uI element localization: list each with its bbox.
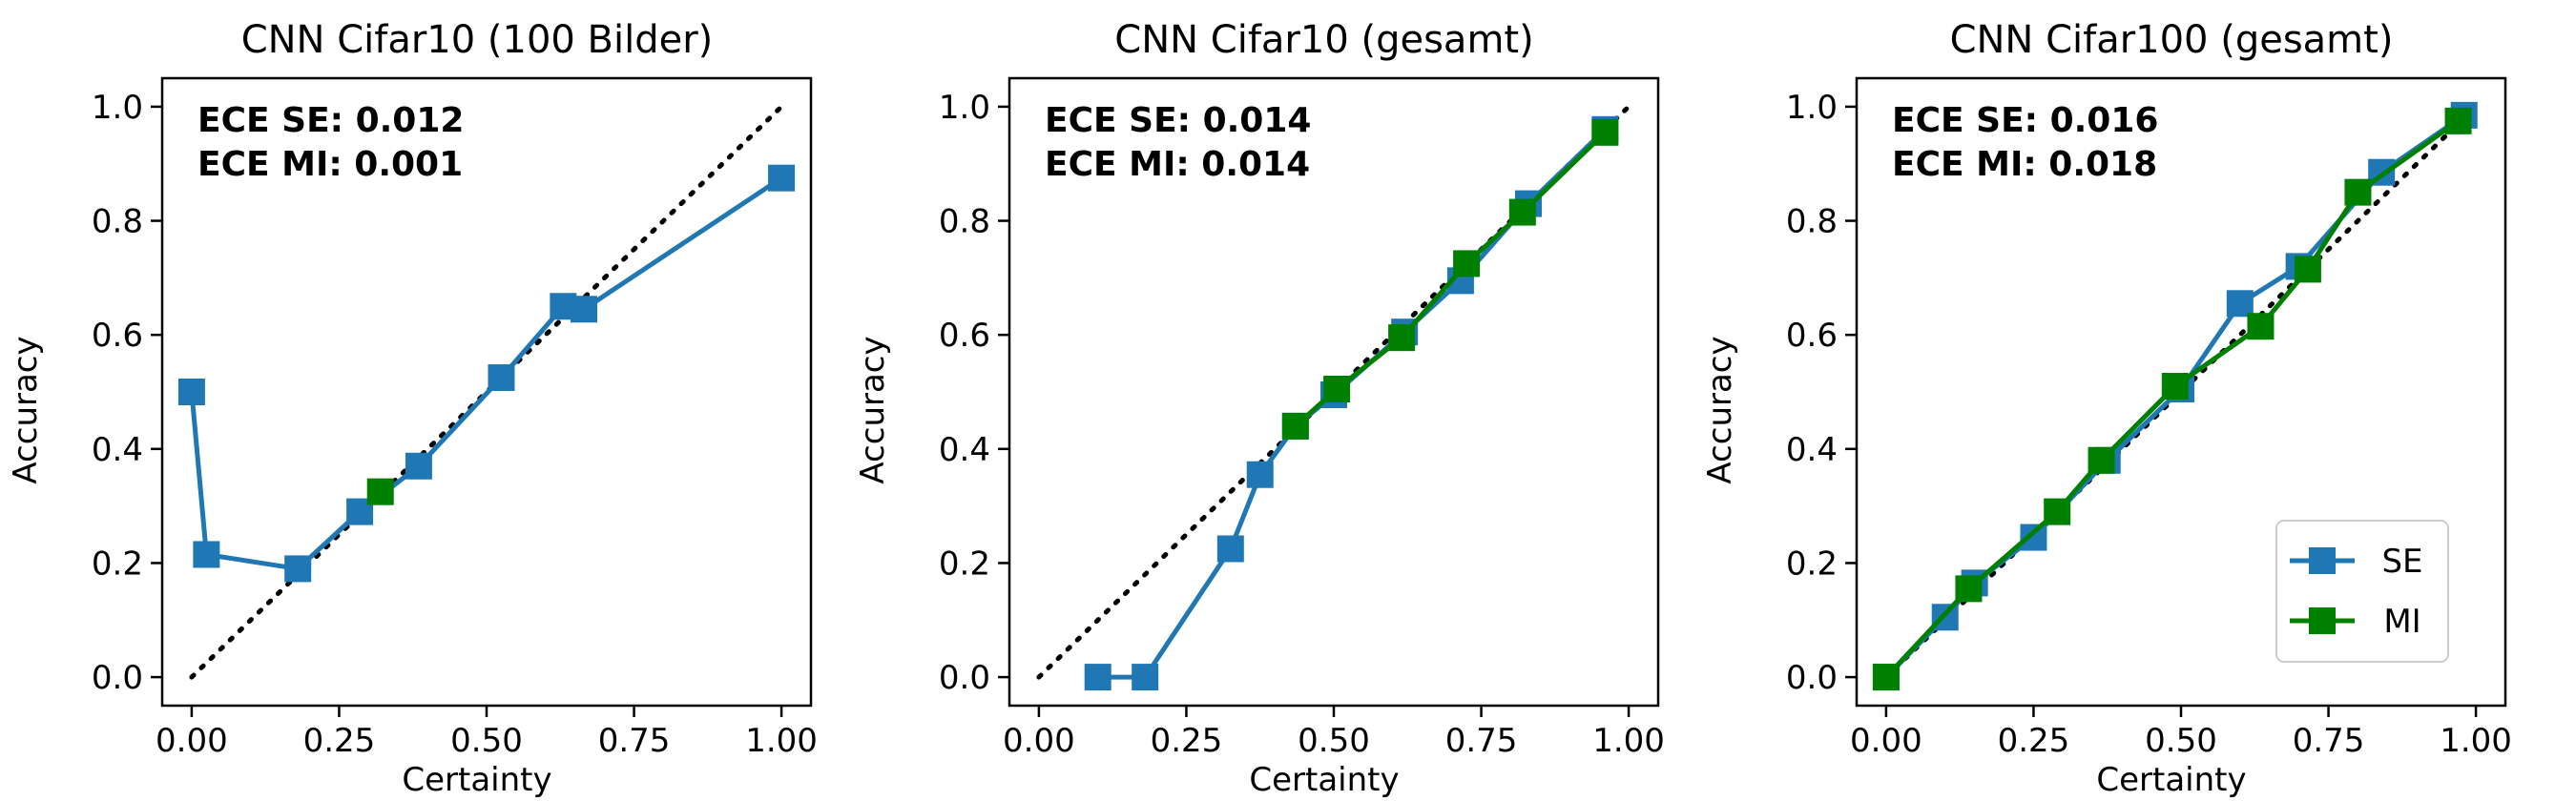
series-mi-point: [2294, 256, 2321, 283]
legend-se-marker: [2309, 547, 2336, 574]
series-mi-point: [1388, 324, 1416, 352]
series-mi-point: [1453, 250, 1481, 277]
y-tick-label: 0.0: [92, 659, 143, 697]
series-mi-point: [1508, 198, 1536, 226]
plot-area: 0.00 0.25 0.50 0.75 1.00 0.0 0.2 0.4 0.6 0.8 1.0: [939, 76, 1665, 760]
x-tick-label: 0.75: [598, 722, 671, 760]
ece-mi-annotation: ECE MI: 0.018: [1892, 145, 2157, 184]
y-tick-label: 0.6: [1786, 317, 1838, 355]
series-mi-point: [2161, 373, 2189, 400]
y-tick-label: 0.0: [939, 659, 990, 697]
series-mi-point: [2247, 313, 2275, 340]
x-axis-label: Certainty: [402, 761, 551, 799]
y-tick-label: 0.2: [92, 544, 143, 583]
x-tick-label: 0.00: [156, 722, 228, 760]
legend-mi-marker: [2309, 607, 2336, 634]
chart-title: CNN Cifar100 (gesamt): [1950, 18, 2394, 62]
chart-panel-3: CNN Cifar100 (gesamt) Certainty Accuracy…: [1701, 18, 2512, 799]
x-tick-label: 0.25: [1998, 722, 2070, 760]
x-tick-label: 0.50: [450, 722, 523, 760]
x-tick-label: 0.25: [1151, 722, 1223, 760]
y-tick-label: 0.0: [1786, 659, 1838, 697]
series-mi-point: [2088, 446, 2115, 474]
y-tick-label: 0.8: [939, 203, 990, 241]
series-mi-point: [2444, 107, 2472, 134]
plot-area: 0.00 0.25 0.50 0.75 1.00 0.0 0.2 0.4 0.6 0.8 1.0: [1786, 76, 2512, 760]
ece-se-annotation: ECE SE: 0.016: [1892, 101, 2158, 140]
x-axis-label: Certainty: [2096, 761, 2246, 799]
series-se-point: [1084, 664, 1111, 691]
series-mi-point: [1591, 118, 1619, 146]
y-axis-label: Accuracy: [854, 336, 892, 483]
series-se-point: [488, 364, 515, 392]
y-tick-label: 1.0: [92, 89, 143, 127]
y-tick-label: 0.6: [939, 317, 990, 355]
x-tick-label: 1.00: [1592, 722, 1665, 760]
legend-mi-label: MI: [2383, 603, 2420, 641]
series-mi-point: [1872, 664, 1900, 691]
series-mi-point: [2044, 498, 2071, 525]
series-mi-point: [1281, 412, 1309, 440]
series-mi-point: [1955, 575, 1983, 603]
x-tick-label: 0.75: [1445, 722, 1518, 760]
plot-area: 0.00 0.25 0.50 0.75 1.00 0.0 0.2 0.4 0.6 0.8 1.0: [92, 76, 818, 760]
x-tick-label: 1.00: [2440, 722, 2512, 760]
series-se-point: [1246, 461, 1274, 488]
series-se-point: [284, 555, 312, 583]
series-se-point: [405, 452, 432, 480]
y-tick-label: 0.6: [92, 317, 143, 355]
ece-se-annotation: ECE SE: 0.014: [1045, 101, 1311, 140]
x-tick-label: 0.75: [2293, 722, 2365, 760]
y-tick-label: 0.8: [92, 203, 143, 241]
y-tick-label: 0.4: [939, 431, 990, 469]
x-tick-label: 0.50: [1298, 722, 1370, 760]
series-mi-point: [366, 478, 394, 505]
ece-mi-annotation: ECE MI: 0.001: [197, 145, 463, 184]
series-se-point: [1132, 664, 1159, 691]
chart-title: CNN Cifar10 (100 Bilder): [241, 18, 714, 62]
x-axis-label: Certainty: [1249, 761, 1399, 799]
legend: SE MI: [2275, 520, 2449, 663]
chart-panel-2: CNN Cifar10 (gesamt) Certainty Accuracy …: [854, 18, 1665, 799]
x-tick-label: 0.50: [2145, 722, 2217, 760]
y-axis-label: Accuracy: [7, 336, 45, 483]
x-tick-label: 1.00: [745, 722, 818, 760]
series-mi-point: [1323, 376, 1351, 403]
legend-se-label: SE: [2381, 543, 2422, 581]
y-tick-label: 0.8: [1786, 203, 1838, 241]
chart-title: CNN Cifar10 (gesamt): [1114, 18, 1533, 62]
y-axis-label: Accuracy: [1701, 336, 1739, 483]
x-tick-label: 0.25: [303, 722, 376, 760]
series-se-point: [2226, 290, 2254, 318]
y-tick-label: 0.4: [92, 431, 143, 469]
chart-panel-1: CNN Cifar10 (100 Bilder) Certainty Accur…: [7, 18, 818, 799]
series-se-point: [571, 296, 597, 323]
series-mi-point: [2344, 178, 2372, 206]
y-tick-label: 1.0: [939, 89, 990, 127]
x-tick-label: 0.00: [1003, 722, 1075, 760]
y-tick-label: 1.0: [1786, 89, 1838, 127]
series-se-point: [768, 164, 796, 192]
ece-se-annotation: ECE SE: 0.012: [197, 101, 464, 140]
series-se-point: [193, 541, 220, 568]
x-tick-label: 0.00: [1850, 722, 1922, 760]
y-tick-label: 0.4: [1786, 431, 1838, 469]
y-tick-label: 0.2: [939, 544, 990, 583]
series-se-point: [1216, 535, 1244, 563]
y-tick-label: 0.2: [1786, 544, 1838, 583]
series-se-point: [177, 379, 205, 405]
ece-mi-annotation: ECE MI: 0.014: [1045, 145, 1310, 184]
